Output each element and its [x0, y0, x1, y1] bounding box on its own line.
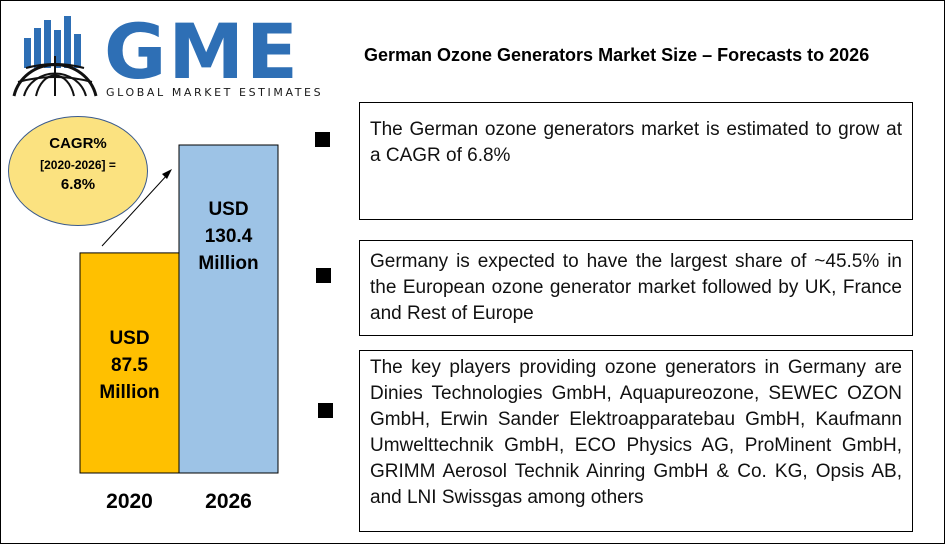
- x-tick-label-2020: 2020: [106, 490, 153, 513]
- info-box-3: The key players providing ozone generato…: [359, 350, 913, 532]
- logo-subtitle: GLOBAL MARKET ESTIMATES: [106, 86, 324, 99]
- bullet-icon: [318, 403, 333, 418]
- info-box-2: Germany is expected to have the largest …: [359, 240, 913, 336]
- logo: GME GLOBAL MARKET ESTIMATES: [10, 7, 324, 99]
- bar-value-currency: USD: [109, 327, 150, 349]
- x-tick-label-2026: 2026: [205, 490, 252, 513]
- cagr-callout: CAGR% [2020-2026] = 6.8%: [8, 133, 148, 195]
- bar-value-label-2026: USD 130.4 Million: [179, 196, 278, 277]
- cagr-value: 6.8%: [60, 176, 96, 193]
- page-title: German Ozone Generators Market Size – Fo…: [364, 45, 870, 65]
- bullet-icon: [315, 132, 330, 147]
- bar-value-number: 130.4: [204, 225, 253, 247]
- bar-value-unit: Million: [99, 381, 160, 403]
- cagr-label: CAGR%: [49, 135, 107, 152]
- bullet-icon: [316, 268, 331, 283]
- bar-value-number: 87.5: [111, 354, 148, 376]
- globe-icon: [12, 16, 98, 97]
- cagr-period: [2020-2026] =: [40, 158, 116, 172]
- info-box-1: The German ozone generators market is es…: [359, 102, 913, 220]
- bar-value-currency: USD: [208, 198, 249, 220]
- bar-value-unit: Million: [198, 252, 259, 274]
- logo-text: GME: [104, 7, 300, 96]
- cagr-ellipse: [8, 116, 148, 226]
- bar-value-label-2020: USD 87.5 Million: [80, 325, 179, 406]
